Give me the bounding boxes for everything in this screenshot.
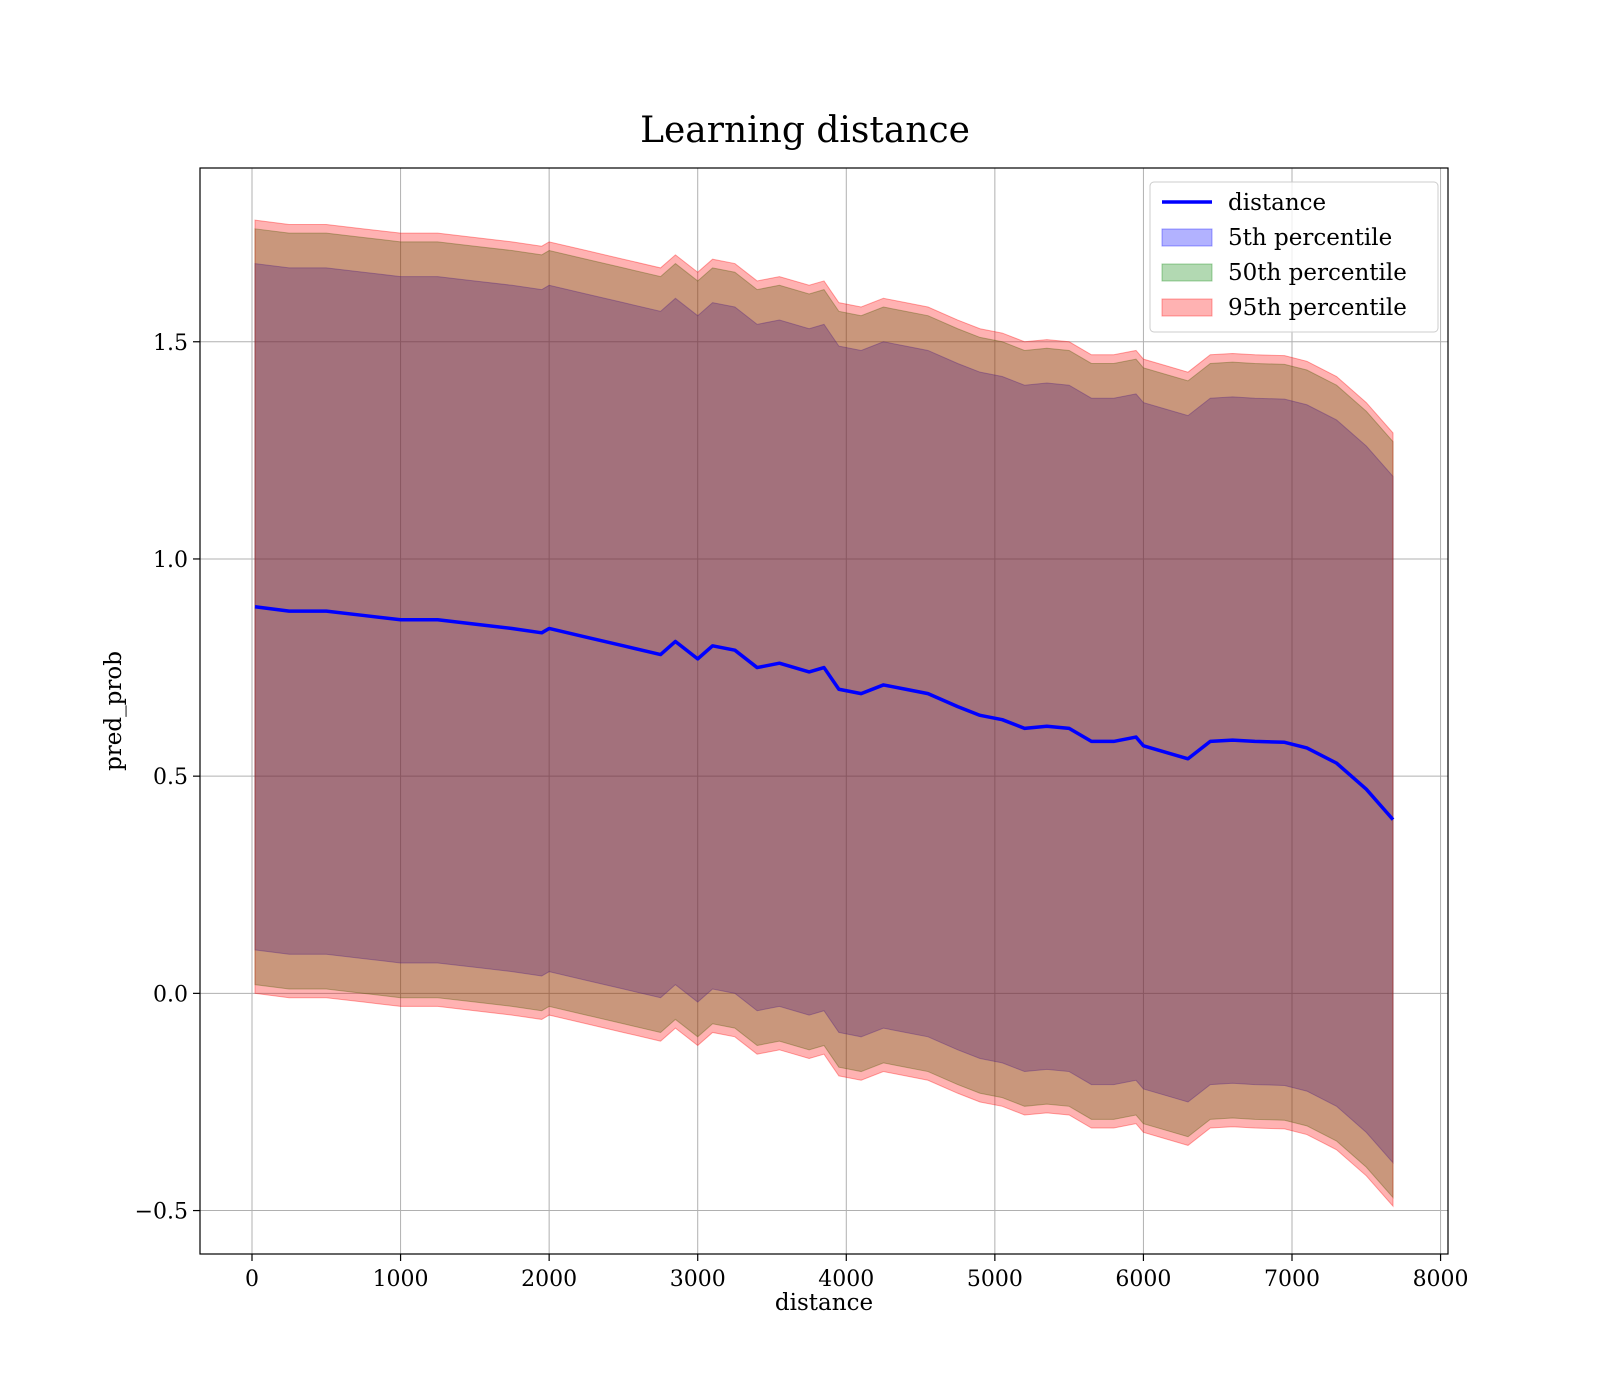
legend-swatch-95th-percentile — [1161, 298, 1213, 317]
tick-layer: 0 1000 2000 3000 4000 5000 6000 7000 8000 −0.5 0.0… — [135, 331, 1469, 1292]
band-5th-percentile — [254, 263, 1394, 1165]
legend-swatch-5th-percentile — [1161, 228, 1213, 247]
legend-label-5th-percentile: 5th percentile — [1228, 225, 1392, 251]
band-50th-percentile — [254, 228, 1394, 1199]
y-tick-label: 1.5 — [153, 331, 188, 356]
legend-label-50th-percentile: 50th percentile — [1228, 260, 1407, 286]
y-tick-label: 0.0 — [153, 982, 188, 1007]
grid-layer — [200, 168, 1448, 1254]
y-tick-label: −0.5 — [135, 1200, 188, 1225]
x-tick-label: 1000 — [373, 1267, 429, 1292]
x-tick-label: 0 — [245, 1267, 259, 1292]
x-tick-label: 6000 — [1115, 1267, 1171, 1292]
legend: distance 5th percentile 50th percentile 95t… — [1149, 181, 1439, 333]
band-95th-percentile — [254, 219, 1394, 1208]
plot-frame — [199, 167, 1449, 1255]
x-tick-label: 4000 — [818, 1267, 874, 1292]
line-layer — [254, 605, 1395, 821]
x-tick-label: 5000 — [967, 1267, 1023, 1292]
x-tick-label: 3000 — [670, 1267, 726, 1292]
y-tick-label: 0.5 — [153, 765, 188, 790]
legend-label-95th-percentile: 95th percentile — [1228, 295, 1407, 321]
y-axis-label: pred_prob — [101, 651, 127, 771]
x-tick-label: 7000 — [1264, 1267, 1320, 1292]
x-tick-label: 2000 — [521, 1267, 577, 1292]
legend-box — [1149, 181, 1439, 333]
chart-title: Learning distance — [640, 110, 970, 151]
line-distance — [254, 605, 1395, 821]
legend-label-distance: distance — [1228, 190, 1326, 216]
legend-swatch-50th-percentile — [1161, 263, 1213, 282]
x-tick-label: 8000 — [1413, 1267, 1469, 1292]
y-tick-label: 1.0 — [153, 548, 188, 573]
x-axis-label: distance — [775, 1290, 873, 1316]
band-layer — [254, 219, 1394, 1208]
